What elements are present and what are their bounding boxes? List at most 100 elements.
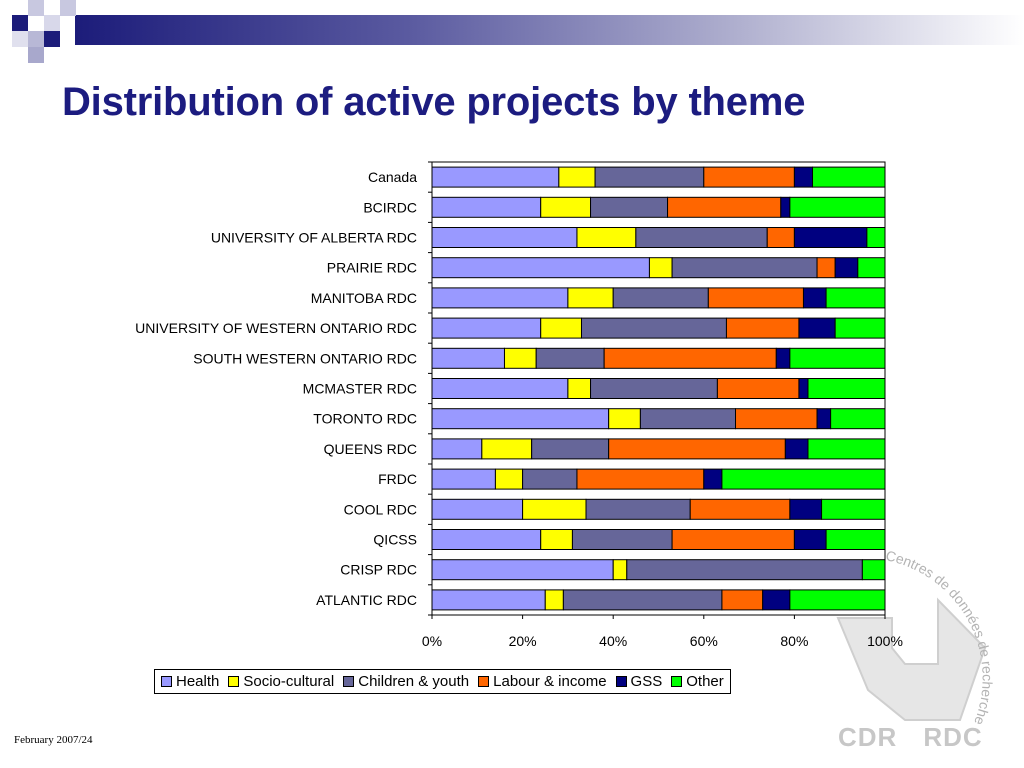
category-label: SOUTH WESTERN ONTARIO RDC: [193, 350, 417, 366]
chart-legend: Health Socio-cultural Children & youth Labo…: [154, 669, 731, 694]
legend-swatch: [615, 676, 627, 687]
category-label: PRAIRIE RDC: [327, 260, 417, 276]
bar-segment-health-12: [431, 529, 542, 550]
legend-item: Labour & income: [478, 673, 607, 690]
bar-segment-children-youth-13: [626, 559, 863, 581]
bar-segment-socio-cultural-14: [544, 589, 564, 611]
bar-segment-health-2: [431, 227, 578, 248]
bar-segment-health-5: [431, 317, 542, 339]
bar-segment-labour-income-5: [725, 317, 800, 339]
category-label: UNIVERSITY OF ALBERTA RDC: [211, 230, 417, 246]
bar-segment-gss-11: [789, 498, 823, 520]
bar-segment-socio-cultural-7: [567, 378, 592, 399]
category-label: ATLANTIC RDC: [316, 592, 417, 608]
legend-swatch: [478, 676, 490, 687]
category-label: FRDC: [378, 471, 417, 487]
legend-label: Labour & income: [493, 673, 607, 690]
legend-item: Health: [161, 673, 219, 690]
bar-segment-labour-income-6: [603, 347, 777, 369]
bar-segment-health-1: [431, 196, 542, 218]
legend-label: Other: [686, 673, 724, 690]
bar-segment-gss-3: [834, 257, 859, 279]
bar-segment-other-11: [821, 498, 886, 520]
category-label: TORONTO RDC: [313, 411, 417, 427]
bar-segment-health-10: [431, 468, 496, 490]
bar-segment-socio-cultural-10: [494, 468, 524, 490]
bar-segment-socio-cultural-6: [503, 347, 537, 369]
bar-segment-other-0: [812, 166, 886, 188]
bar-segment-gss-1: [780, 196, 791, 218]
bar-segment-other-3: [857, 257, 886, 279]
x-tick-label: 20%: [509, 633, 537, 649]
bar-segment-children-youth-9: [531, 438, 610, 460]
bar-segment-labour-income-9: [608, 438, 786, 460]
bar-segment-socio-cultural-5: [540, 317, 582, 339]
bar-segment-gss-12: [793, 529, 827, 550]
bar-segment-other-14: [789, 589, 886, 611]
legend-swatch: [671, 676, 683, 687]
bar-segment-gss-14: [762, 589, 791, 611]
bar-segment-socio-cultural-8: [608, 408, 641, 430]
bar-segment-health-11: [431, 498, 524, 520]
bar-segment-labour-income-0: [703, 166, 795, 188]
x-tick-label: 100%: [867, 633, 903, 649]
category-label: MCMASTER RDC: [303, 381, 417, 397]
legend-label: GSS: [630, 673, 663, 690]
bar-segment-labour-income-1: [667, 196, 782, 218]
bar-segment-socio-cultural-0: [558, 166, 596, 188]
decor-square: [44, 31, 60, 47]
bar-segment-health-8: [431, 408, 610, 430]
legend-label: Health: [176, 673, 220, 690]
decor-square: [28, 0, 44, 16]
bar-segment-other-1: [789, 196, 886, 218]
bar-segment-children-youth-12: [571, 529, 673, 550]
legend-label: Children & youth: [358, 673, 470, 690]
legend-label: Socio-cultural: [243, 673, 335, 690]
bar-segment-other-2: [866, 227, 886, 248]
bar-segment-socio-cultural-4: [567, 287, 614, 309]
legend-swatch: [228, 676, 240, 687]
bar-segment-children-youth-1: [590, 196, 669, 218]
bar-segment-socio-cultural-9: [481, 438, 533, 460]
bar-segment-children-youth-14: [562, 589, 723, 611]
bar-segment-gss-6: [775, 347, 791, 369]
bar-segment-other-9: [807, 438, 886, 460]
bar-segment-other-10: [721, 468, 886, 490]
category-label: BCIRDC: [363, 199, 417, 215]
bar-segment-socio-cultural-12: [540, 529, 573, 550]
bar-segment-labour-income-8: [735, 408, 818, 430]
legend-item: Children & youth: [343, 673, 469, 690]
watermark-label-cdr: CDR: [838, 722, 898, 752]
bar-segment-other-5: [834, 317, 886, 339]
bar-segment-children-youth-6: [535, 347, 605, 369]
header-gradient-bar: [75, 15, 1024, 45]
bar-segment-other-7: [807, 378, 886, 399]
legend-item: Other: [671, 673, 724, 690]
x-tick-label: 0%: [422, 633, 442, 649]
category-label: QUEENS RDC: [324, 441, 417, 457]
bar-segment-health-0: [431, 166, 560, 188]
bar-segment-other-6: [789, 347, 886, 369]
bar-segment-other-13: [861, 559, 886, 581]
bar-segment-labour-income-2: [766, 227, 795, 248]
category-label: COOL RDC: [344, 501, 417, 517]
category-label: UNIVERSITY OF WESTERN ONTARIO RDC: [135, 320, 417, 336]
category-label: QICSS: [373, 532, 417, 548]
bar-segment-children-youth-0: [594, 166, 705, 188]
category-label: MANITOBA RDC: [311, 290, 417, 306]
bar-segment-children-youth-5: [580, 317, 727, 339]
bar-segment-socio-cultural-13: [612, 559, 628, 581]
bar-segment-health-9: [431, 438, 483, 460]
decor-square: [12, 15, 28, 31]
bar-segment-other-4: [825, 287, 886, 309]
bar-segment-gss-8: [816, 408, 832, 430]
bar-segment-labour-income-12: [671, 529, 795, 550]
x-tick-label: 40%: [599, 633, 627, 649]
bar-segment-socio-cultural-1: [540, 196, 592, 218]
page-title: Distribution of active projects by theme: [62, 80, 806, 124]
bar-segment-labour-income-14: [721, 589, 764, 611]
bar-segment-health-7: [431, 378, 569, 399]
bar-segment-labour-income-3: [816, 257, 836, 279]
decor-square: [60, 0, 76, 16]
